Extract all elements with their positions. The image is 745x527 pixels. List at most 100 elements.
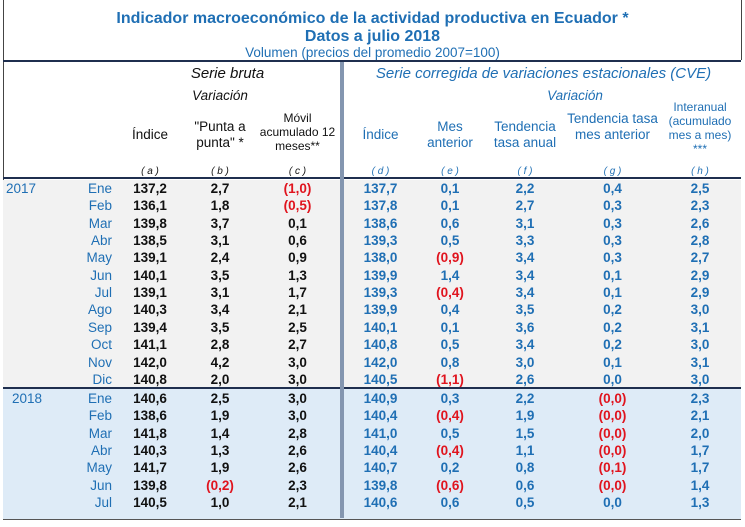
cell-movil-acumulado: 1,7 (288, 285, 307, 301)
cell-tendencia-tasa-mes-anterior: 0,2 (603, 302, 622, 318)
month-label: Jun (90, 267, 112, 283)
cell-tendencia-tasa-anual: 3,4 (515, 337, 535, 353)
cell-mes-anterior: (0,4) (436, 285, 464, 301)
cell-interanual: 3,0 (690, 371, 710, 387)
cell-punta-a-punta: 1,9 (210, 408, 230, 424)
month-label: Jul (94, 285, 112, 301)
cell-movil-acumulado: 2,3 (288, 477, 307, 493)
cell-movil-acumulado: 2,7 (288, 337, 307, 353)
cell-tendencia-tasa-mes-anterior: 0,4 (603, 181, 622, 196)
cell-interanual: 1,7 (690, 460, 710, 476)
column-letter-indice-cve: ( d ) (371, 166, 390, 177)
column-header-interanual: Interanual (acumulado mes a mes) *** (668, 100, 732, 156)
cell-movil-acumulado: 2,8 (288, 425, 307, 441)
cell-tendencia-tasa-anual: 2,2 (515, 181, 535, 196)
cell-indice-bruta: 139,4 (133, 319, 167, 335)
month-label: Jul (94, 495, 112, 511)
serie-cve-heading: Serie corregida de variaciones estaciona… (375, 65, 712, 82)
cell-indice-bruta: 140,3 (133, 302, 167, 318)
cell-punta-a-punta: 2,5 (210, 391, 230, 406)
cell-movil-acumulado: 1,3 (288, 267, 307, 283)
cell-indice-cve: 140,7 (363, 460, 398, 476)
cell-indice-cve: 140,4 (363, 408, 398, 424)
left-border (3, 0, 4, 180)
cell-mes-anterior: 0,6 (440, 495, 460, 511)
cell-mes-anterior: 0,4 (440, 302, 460, 318)
cell-interanual: 2,1 (690, 408, 710, 424)
column-letter-movil-acumulado: ( c ) (288, 166, 307, 177)
cell-mes-anterior: 0,1 (440, 319, 460, 335)
cell-indice-cve: 141,0 (363, 425, 398, 441)
cell-indice-cve: 137,8 (363, 198, 398, 214)
cell-interanual: 3,0 (690, 337, 710, 353)
table-row: Sep 139,4 3,5 2,5 140,1 0,1 3,6 0,2 3,1 (0, 319, 745, 336)
cell-interanual: 2,3 (690, 198, 710, 214)
cell-tendencia-tasa-anual: 1,5 (515, 425, 535, 441)
cell-tendencia-tasa-anual: 3,0 (515, 354, 535, 370)
cell-punta-a-punta: 3,7 (210, 215, 230, 231)
variacion-cve-heading: Variación (547, 88, 603, 103)
cell-punta-a-punta: 3,5 (210, 267, 230, 283)
year-separator-rule (3, 387, 741, 389)
band-2018 (3, 389, 741, 519)
cell-tendencia-tasa-mes-anterior: 0,1 (603, 285, 622, 301)
cell-mes-anterior: 0,3 (440, 391, 460, 406)
cell-punta-a-punta: 1,4 (210, 425, 230, 441)
cell-mes-anterior: 0,1 (440, 181, 460, 196)
cell-indice-bruta: 141,7 (133, 460, 167, 476)
cell-movil-acumulado: 2,5 (288, 319, 307, 335)
cell-indice-bruta: 140,1 (133, 267, 167, 283)
cell-indice-bruta: 139,1 (133, 250, 167, 266)
table-title: Indicador macroeconómico de la actividad… (116, 10, 629, 27)
cell-movil-acumulado: 0,6 (288, 233, 307, 249)
month-label: Ago (87, 302, 112, 318)
table-row: 2017 Ene 137,2 2,7 (1,0) 137,7 0,1 2,2 0,4 2,5 (0, 180, 745, 197)
cell-indice-cve: 139,3 (363, 285, 398, 301)
cell-indice-cve: 139,9 (363, 267, 398, 283)
column-letter-punta-a-punta: ( b ) (211, 166, 229, 177)
cell-movil-acumulado: 3,0 (288, 391, 307, 406)
cell-interanual: 2,6 (690, 215, 710, 231)
cell-movil-acumulado: 0,9 (288, 250, 307, 266)
cell-indice-bruta: 138,5 (133, 233, 167, 249)
cell-tendencia-tasa-mes-anterior: (0,0) (598, 443, 627, 459)
cell-tendencia-tasa-anual: 2,6 (515, 371, 535, 387)
bottom-rule (3, 519, 741, 520)
column-header-indice-bruta: Índice (131, 127, 169, 142)
cell-tendencia-tasa-anual: 0,5 (515, 495, 535, 511)
cell-tendencia-tasa-anual: 3,5 (515, 302, 535, 318)
month-label: Feb (88, 408, 112, 424)
cell-indice-cve: 138,6 (363, 215, 398, 231)
cell-mes-anterior: 0,5 (440, 425, 460, 441)
cell-mes-anterior: 0,1 (440, 198, 460, 214)
table-row: May 141,7 1,9 2,6 140,7 0,2 0,8 (0,1) 1,7 (0, 459, 745, 476)
cell-indice-bruta: 140,8 (133, 371, 167, 387)
cell-interanual: 2,5 (690, 181, 710, 196)
month-label: Sep (87, 319, 112, 335)
cell-punta-a-punta: 2,8 (210, 337, 230, 353)
cell-tendencia-tasa-anual: 3,4 (515, 267, 535, 283)
year-label: 2018 (12, 391, 43, 406)
cell-movil-acumulado: 0,1 (288, 215, 307, 231)
cell-tendencia-tasa-mes-anterior: (0,1) (598, 460, 627, 476)
cell-movil-acumulado: (1,0) (283, 181, 312, 196)
cell-tendencia-tasa-anual: 0,8 (515, 460, 535, 476)
cell-tendencia-tasa-anual: 3,4 (515, 285, 535, 301)
header-bottom-rule (3, 177, 741, 179)
column-header-indice-cve: Índice (362, 127, 399, 142)
cell-indice-bruta: 142,0 (133, 354, 167, 370)
right-border (741, 0, 742, 60)
cell-interanual: 2,7 (690, 250, 710, 266)
table-row: Ago 140,3 3,4 2,1 139,9 0,4 3,5 0,2 3,0 (0, 301, 745, 318)
table-row: Jun 140,1 3,5 1,3 139,9 1,4 3,4 0,1 2,9 (0, 267, 745, 284)
cell-tendencia-tasa-mes-anterior: 0,3 (603, 198, 622, 214)
cell-mes-anterior: 0,6 (440, 215, 460, 231)
cell-tendencia-tasa-anual: 3,3 (515, 233, 535, 249)
cell-interanual: 3,1 (690, 354, 710, 370)
month-label: May (86, 460, 112, 476)
cell-indice-cve: 139,9 (363, 302, 398, 318)
cell-tendencia-tasa-mes-anterior: 0,0 (603, 371, 622, 387)
month-label: Feb (88, 198, 112, 214)
cell-punta-a-punta: 1,0 (210, 495, 230, 511)
